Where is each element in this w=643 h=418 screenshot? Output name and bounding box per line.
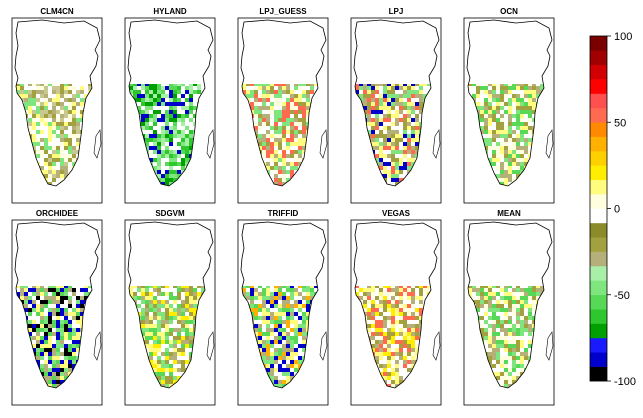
colorbar-swatch (590, 251, 607, 267)
panel-title: LPJ_GUESS (259, 7, 307, 16)
colorbar-swatch (590, 79, 607, 94)
colorbar-swatch (590, 266, 607, 281)
map-panel: TRIFFID (237, 209, 329, 406)
colorbar-swatch (590, 208, 607, 224)
colorbar-swatch (590, 222, 607, 238)
colorbar-swatch (590, 64, 607, 80)
panel-title: CLM4CN (40, 7, 74, 16)
colorbar-tick-label: 50 (614, 117, 626, 129)
map-panel: LPJ_GUESS (237, 7, 329, 204)
colorbar-swatch (590, 151, 607, 166)
colorbar-swatch (590, 107, 607, 123)
panel-title: LPJ (389, 7, 404, 16)
colorbar-swatch (590, 237, 607, 252)
map-panel: VEGAS (350, 209, 442, 406)
map-panel: ORCHIDEE (11, 209, 103, 406)
panel-title: MEAN (497, 209, 521, 218)
colorbar-swatch (590, 194, 607, 209)
island-outline (93, 331, 102, 361)
colorbar-swatch (590, 366, 607, 382)
colorbar-swatch (590, 36, 607, 51)
map-panel: CLM4CN (11, 7, 103, 204)
panel-title: VEGAS (382, 209, 411, 218)
island-outline (206, 129, 215, 159)
panel-title: HYLAND (153, 7, 187, 16)
island-outline (93, 129, 102, 159)
panel-title: TRIFFID (268, 209, 299, 218)
colorbar-swatch (590, 352, 607, 367)
island-outline (206, 331, 215, 361)
panel-title: SDGVM (155, 209, 185, 218)
panel-title: OCN (500, 7, 518, 16)
colorbar-swatch (590, 122, 607, 137)
colorbar-swatch (590, 165, 607, 181)
colorbar-tick-label: -50 (614, 290, 630, 302)
colorbar-tick-label: -100 (614, 376, 636, 388)
island-outline (319, 129, 328, 159)
colorbar-swatch (590, 309, 607, 324)
colorbar-swatch (590, 93, 607, 109)
island-outline (545, 129, 554, 159)
colorbar-swatch (590, 136, 607, 152)
island-outline (319, 331, 328, 361)
map-panel: SDGVM (124, 209, 216, 406)
map-panel: HYLAND (124, 7, 216, 204)
colorbar-swatch (590, 337, 607, 353)
colorbar-swatch (590, 50, 607, 66)
map-panel: OCN (463, 7, 555, 204)
colorbar-tick-label: 0 (614, 204, 620, 216)
island-outline (432, 331, 441, 361)
colorbar-swatch (590, 294, 607, 310)
map-panel: MEAN (463, 209, 555, 406)
colorbar-swatch (590, 323, 607, 339)
island-outline (545, 331, 554, 361)
colorbar-swatch (590, 179, 607, 195)
colorbar: 100 50 0 -50 -100 (589, 31, 636, 388)
island-outline (432, 129, 441, 159)
panel-title: ORCHIDEE (36, 209, 79, 218)
map-panel: LPJ (350, 7, 442, 204)
colorbar-swatch (590, 280, 607, 296)
colorbar-tick-label: 100 (614, 31, 632, 43)
